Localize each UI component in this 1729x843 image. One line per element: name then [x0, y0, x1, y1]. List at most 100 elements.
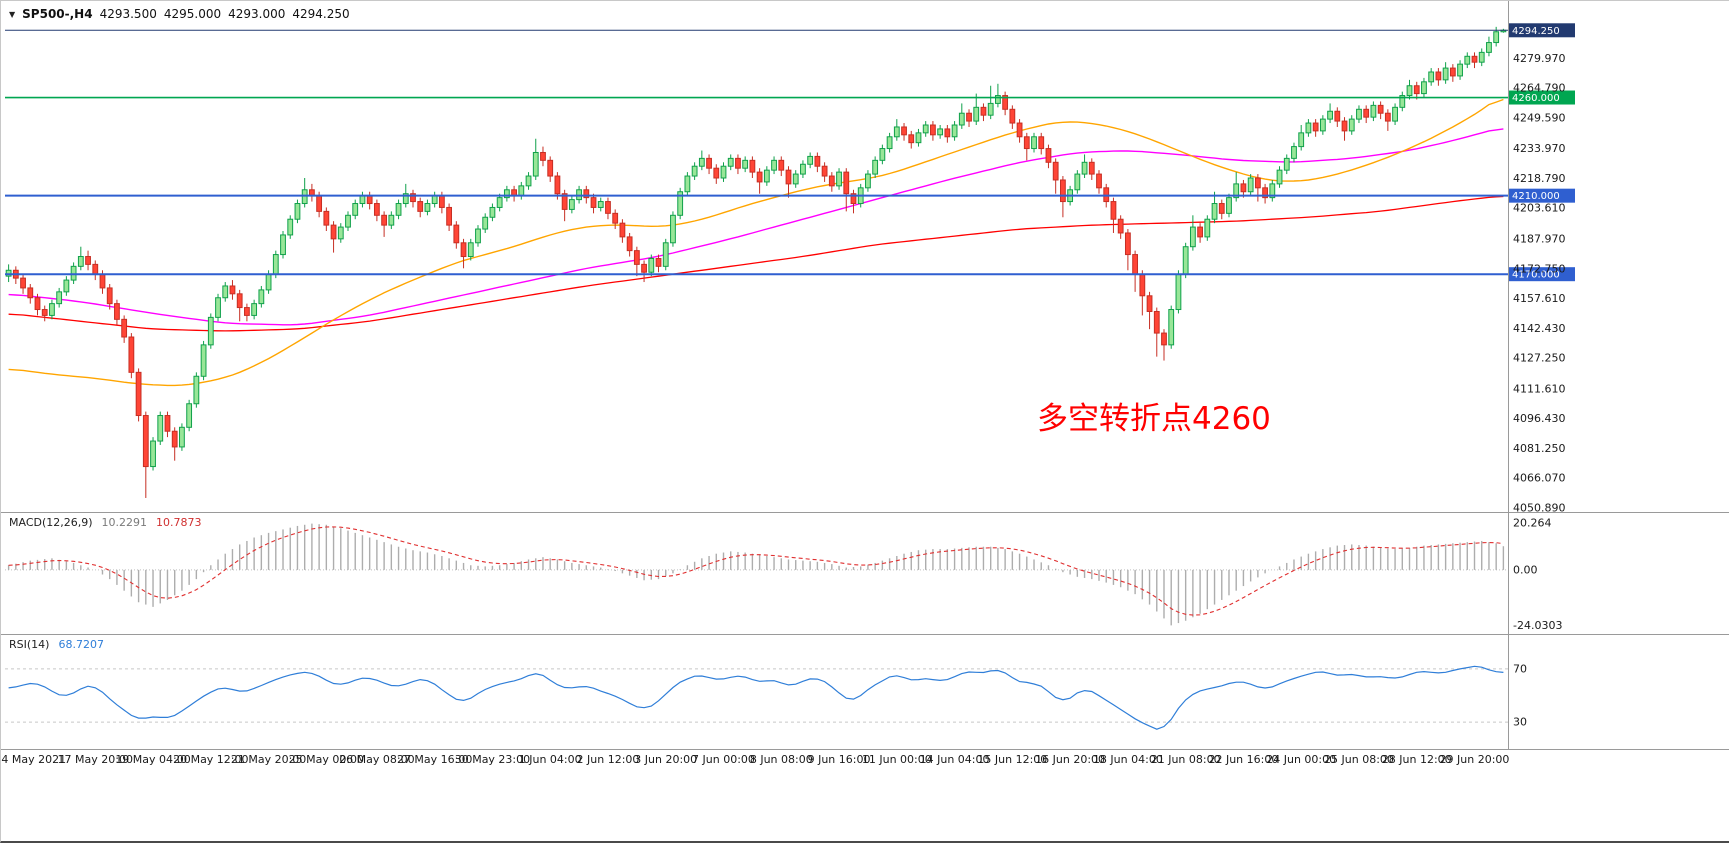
candle-body	[164, 415, 171, 432]
candle-body	[496, 197, 503, 208]
candle-body	[460, 242, 467, 258]
time-axis-label: 15 Jun 12:00	[977, 753, 1047, 766]
price-tag-label: 4294.250	[1512, 26, 1560, 37]
time-axis-label: 2 Jun 12:00	[577, 753, 640, 766]
candle-body	[345, 214, 351, 228]
time-axis-label: 27 May 16:00	[397, 753, 472, 766]
candle-body	[272, 254, 279, 275]
macd-main-value: 10.2291	[101, 516, 148, 529]
candle-body	[244, 307, 250, 316]
candle-body	[727, 157, 734, 167]
candle-body	[1031, 136, 1037, 150]
candle-body	[792, 173, 799, 185]
candle-body	[410, 193, 416, 203]
candle-body	[590, 197, 597, 208]
candle-body	[568, 199, 575, 210]
candle-body	[150, 440, 156, 468]
macd-axis-label: 20.264	[1513, 517, 1552, 530]
candle-body	[1406, 85, 1413, 97]
price-tick-label: 4172.750	[1513, 262, 1566, 275]
candle-body	[828, 175, 835, 187]
candle-body	[1428, 71, 1435, 83]
candle-body	[1211, 203, 1218, 220]
candle-body	[20, 277, 26, 289]
candle-body	[525, 175, 532, 187]
candle-body	[489, 206, 496, 218]
candle-body	[1486, 42, 1492, 53]
time-axis-label: 17 May 20:00	[58, 753, 133, 766]
rsi-indicator-label: RSI(14) 68.7207	[9, 638, 104, 651]
time-axis-label: 8 Jun 08:00	[750, 753, 813, 766]
time-axis-label: 19 May 04:00	[115, 753, 190, 766]
candle-body	[1110, 201, 1117, 220]
candle-body	[1153, 310, 1160, 334]
candle-body	[1240, 183, 1247, 193]
candle-body	[316, 195, 323, 212]
candle-body	[843, 171, 850, 195]
price-tick-label: 4142.430	[1513, 322, 1566, 335]
candle-body	[1189, 226, 1196, 248]
candle-body	[1146, 295, 1153, 312]
candle-body	[475, 228, 481, 244]
ohlc-high: 4295.000	[163, 7, 222, 21]
annotation-text[interactable]: 多空转折点4260	[1037, 401, 1271, 437]
candle-body	[1356, 108, 1362, 120]
time-axis-label: 21 May 20:00	[231, 753, 306, 766]
candle-body	[821, 165, 828, 177]
candle-body	[641, 263, 647, 273]
rsi-value: 68.7207	[58, 638, 104, 651]
candle-body	[655, 257, 662, 267]
ohlc-low: 4293.000	[228, 7, 286, 21]
symbol-dropdown-icon[interactable]: ▼	[9, 9, 16, 19]
time-axis-label: 1 Jun 04:00	[519, 753, 582, 766]
price-tick-label: 4264.790	[1513, 82, 1566, 95]
candle-body	[1348, 118, 1355, 132]
time-axis-label: 18 Jun 04:00	[1093, 753, 1163, 766]
candle-body	[872, 159, 879, 175]
macd-signal-value: 10.7873	[156, 516, 202, 529]
candle-body	[1319, 118, 1326, 132]
candle-body	[987, 102, 994, 116]
candle-body	[92, 263, 99, 275]
candle-body	[605, 201, 611, 214]
candle-body	[1117, 218, 1124, 234]
candle-body	[713, 167, 720, 179]
candle-body	[258, 289, 265, 305]
candle-body	[135, 371, 142, 417]
candle-body	[121, 318, 128, 338]
candle-body	[518, 185, 525, 197]
candle-body	[1449, 67, 1456, 77]
time-axis-label: 16 Jun 20:00	[1035, 753, 1105, 766]
candle-body	[554, 175, 561, 195]
candle-body	[467, 242, 474, 258]
candle-body	[1045, 148, 1052, 163]
candle-body	[236, 293, 243, 309]
candle-body	[1226, 197, 1232, 214]
candle-body	[1399, 95, 1406, 108]
candle-body	[207, 316, 214, 346]
candle-body	[778, 159, 785, 171]
candle-body	[34, 297, 41, 311]
candle-body	[626, 236, 633, 252]
price-tick-label: 4249.590	[1513, 111, 1566, 124]
candle-body	[222, 285, 229, 299]
time-axis-label: 30 May 23:00	[455, 753, 530, 766]
candle-body	[800, 163, 806, 175]
candle-body	[215, 297, 221, 318]
candle-body	[395, 203, 402, 216]
rsi-level-label: 70	[1513, 662, 1527, 675]
ma-slow-line	[8, 195, 1504, 332]
candle-body	[251, 303, 258, 316]
candle-body	[1327, 110, 1333, 120]
candle-body	[706, 157, 712, 169]
candle-body	[1059, 179, 1066, 203]
candle-body	[431, 195, 438, 205]
candle-body	[836, 171, 842, 187]
candle-body	[958, 112, 965, 126]
candle-body	[966, 112, 972, 122]
candle-body	[1334, 110, 1341, 122]
candle-body	[1413, 85, 1420, 95]
time-axis-label: 29 Jun 20:00	[1440, 753, 1510, 766]
